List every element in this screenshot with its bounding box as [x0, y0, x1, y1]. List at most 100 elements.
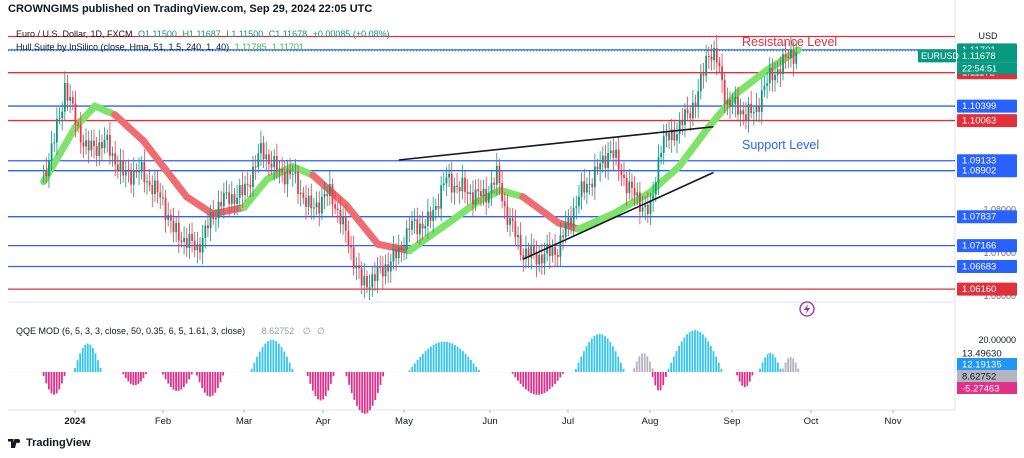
qqe-bar: [517, 372, 519, 381]
qqe-bar: [580, 356, 583, 372]
qqe-bar: [686, 334, 688, 372]
candle-body: [114, 153, 117, 165]
qqe-bar: [348, 372, 351, 385]
candle-body: [527, 248, 530, 258]
qqe-bar: [201, 372, 204, 389]
hull-value-1: 1.11785: [234, 42, 267, 52]
candle-body: [426, 211, 429, 226]
candle-body: [631, 181, 633, 189]
candle-body: [752, 112, 755, 114]
candle-body: [532, 246, 535, 253]
candle-body: [381, 267, 384, 277]
candle-body: [299, 192, 302, 194]
candle-body: [328, 184, 331, 196]
hull-legend[interactable]: Hull Suite by InSilico (close, Hma, 51, …: [16, 42, 304, 52]
candle-body: [225, 192, 228, 194]
candle-body: [233, 194, 236, 204]
price-tag: [957, 114, 1017, 128]
candle-body: [48, 160, 50, 177]
candle-body: [734, 96, 737, 105]
qqe-bar: [657, 372, 659, 391]
qqe-bar: [787, 358, 789, 372]
qqe-bar: [709, 345, 712, 372]
qqe-legend[interactable]: QQE MOD (6, 5, 3, 3, close, 50, 0.35, 6,…: [16, 326, 325, 337]
symbol-legend[interactable]: Euro / U.S. Dollar, 1D, FXCM O1.11500 H1…: [16, 29, 390, 39]
candle-body: [593, 166, 596, 188]
candle-body: [260, 143, 262, 154]
qqe-bar: [314, 372, 317, 396]
candle-body: [331, 184, 334, 205]
price-tag-label: 1.06683: [962, 262, 996, 273]
price-tag-label: 1.10063: [962, 116, 996, 127]
qqe-bar: [371, 372, 374, 406]
candle-body: [540, 254, 543, 264]
hull-segment: [209, 203, 248, 218]
hull-segment: [183, 193, 217, 218]
candle-body: [384, 264, 387, 277]
x-tick-label: Nov: [885, 416, 902, 427]
no-value-icon: ∅: [317, 326, 325, 336]
candle-body: [366, 276, 368, 288]
qqe-bar: [675, 351, 678, 372]
candle-body: [289, 169, 291, 175]
candle-body: [66, 83, 69, 101]
qqe-bar: [137, 372, 140, 384]
qqe-bar: [382, 372, 384, 377]
qqe-bar: [203, 372, 206, 393]
candle-body: [175, 222, 178, 233]
qqe-bar: [475, 366, 478, 372]
hull-segment: [575, 210, 617, 233]
qqe-bar: [424, 351, 427, 372]
qqe-tag: [957, 382, 1017, 394]
candle-body: [485, 188, 488, 203]
candle-body: [307, 195, 310, 207]
hull-segment: [139, 137, 191, 201]
qqe-bar: [672, 356, 675, 372]
qqe-bar: [124, 372, 127, 379]
candle-body: [742, 110, 745, 115]
tradingview-logo[interactable]: TradingView: [8, 437, 91, 449]
candle-body: [183, 238, 185, 242]
qqe-bar: [585, 346, 588, 372]
candle-body: [344, 216, 347, 231]
candle-body: [106, 135, 109, 141]
candle-body: [676, 134, 678, 141]
candle-body: [199, 244, 201, 253]
candle-body: [254, 166, 257, 168]
qqe-bar: [667, 368, 670, 372]
qqe-bar: [691, 330, 694, 372]
candle-body: [241, 184, 244, 196]
qqe-bar: [222, 372, 224, 376]
countdown-label: 22:54:51: [962, 63, 997, 73]
candle-body: [784, 54, 787, 57]
candle-body: [53, 142, 56, 144]
qqe-bar: [562, 372, 564, 374]
candle-body: [191, 234, 193, 241]
qqe-bar: [209, 372, 211, 397]
candle-body: [705, 55, 708, 76]
candle-body: [130, 171, 132, 185]
price-tag: [957, 239, 1017, 253]
qqe-bar: [443, 341, 446, 372]
candle-body: [578, 196, 580, 207]
qqe-bar: [269, 339, 272, 372]
qqe-bar: [511, 372, 514, 374]
candle-body: [193, 240, 196, 251]
candle-body: [368, 287, 371, 289]
candle-body: [519, 234, 522, 255]
candle-body: [127, 171, 130, 173]
qqe-bar: [413, 363, 416, 372]
candle-body: [278, 168, 281, 172]
candle-body: [620, 169, 623, 175]
x-tick-label: Jun: [482, 416, 497, 427]
candle-body: [204, 225, 207, 238]
qqe-bar: [129, 372, 132, 384]
qqe-bar: [55, 372, 58, 394]
candle-body: [336, 208, 339, 210]
y-tick-label: 1.07000: [983, 248, 1016, 258]
candle-body: [739, 110, 742, 115]
candle-body: [490, 182, 493, 194]
candle-body: [625, 177, 628, 194]
candle-body: [583, 181, 586, 193]
qqe-bar: [514, 372, 517, 378]
